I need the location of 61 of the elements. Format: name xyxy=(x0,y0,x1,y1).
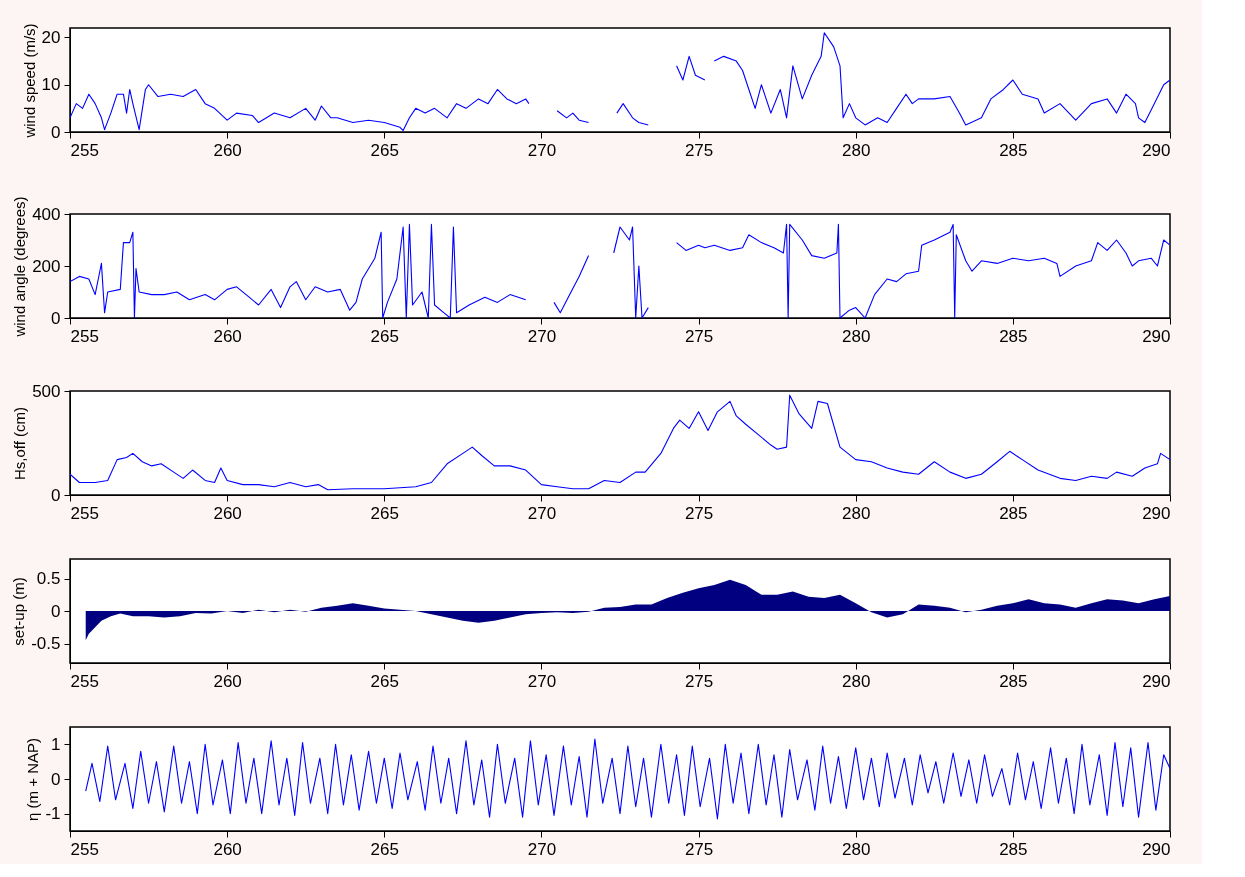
x-tick-label: 285 xyxy=(999,326,1028,346)
x-tick-label: 280 xyxy=(842,503,871,523)
x-tick-label: 285 xyxy=(999,671,1028,691)
x-tick-label: 270 xyxy=(527,503,557,523)
x-tick-label: 265 xyxy=(370,140,399,160)
x-tick-label: 260 xyxy=(213,671,242,691)
x-tick-label: 260 xyxy=(213,326,242,346)
x-tick-label: 275 xyxy=(684,140,714,160)
y-tick-label: -1 xyxy=(45,804,61,824)
x-tick-label: 260 xyxy=(213,839,242,859)
x-tick-label: 265 xyxy=(370,839,399,859)
y-tick-label: 0.5 xyxy=(36,569,61,588)
y-tick-label: -0.5 xyxy=(31,634,61,653)
y-tick-label: 400 xyxy=(32,204,61,224)
x-tick-label: 265 xyxy=(370,671,399,691)
y-axis-title: wind speed (m/s) xyxy=(20,23,38,139)
y-tick-label: 20 xyxy=(41,27,61,47)
y-tick-label: 0 xyxy=(51,601,61,621)
x-tick-label: 275 xyxy=(684,503,714,523)
y-axis-title: Hs,off (cm) xyxy=(11,406,29,481)
x-tick-label: 285 xyxy=(999,140,1028,160)
x-tick-label: 290 xyxy=(1142,671,1171,691)
line-series xyxy=(85,738,1170,820)
x-tick-label: 270 xyxy=(527,140,557,160)
x-tick-label: 275 xyxy=(684,671,714,691)
x-tick-label: 265 xyxy=(370,503,399,523)
x-tick-label: 255 xyxy=(70,326,99,346)
y-tick-label: 0 xyxy=(51,769,61,789)
x-tick-label: 275 xyxy=(684,839,714,859)
y-axis-title: set-up (m) xyxy=(10,577,28,646)
x-tick-label: 290 xyxy=(1142,140,1171,160)
y-tick-label: 200 xyxy=(32,256,61,276)
y-axis-title: η (m + NAP) xyxy=(24,738,42,821)
x-tick-label: 285 xyxy=(999,839,1028,859)
x-tick-label: 265 xyxy=(370,326,399,346)
x-tick-label: 270 xyxy=(527,671,557,691)
x-tick-label: 270 xyxy=(527,326,557,346)
x-tick-label: 290 xyxy=(1142,839,1171,859)
y-axis-title: wind angle (degrees) xyxy=(11,196,29,338)
x-tick-label: 260 xyxy=(213,503,242,523)
x-tick-label: 280 xyxy=(842,326,871,346)
x-tick-label: 255 xyxy=(70,503,99,523)
x-tick-label: 255 xyxy=(70,671,99,691)
x-tick-label: 280 xyxy=(842,140,871,160)
x-tick-label: 270 xyxy=(527,839,557,859)
x-tick-label: 255 xyxy=(70,140,99,160)
line-series xyxy=(70,394,1170,491)
y-tick-label: 0 xyxy=(51,122,61,142)
x-tick-label: 275 xyxy=(684,326,714,346)
y-tick-label: 1 xyxy=(51,734,61,754)
y-tick-label: 0 xyxy=(51,308,61,328)
y-tick-label: 10 xyxy=(41,75,61,95)
y-tick-label: 0 xyxy=(51,485,61,505)
x-tick-label: 290 xyxy=(1142,326,1171,346)
x-tick-label: 280 xyxy=(842,671,871,691)
x-tick-label: 290 xyxy=(1142,503,1171,523)
x-tick-label: 285 xyxy=(999,503,1028,523)
x-tick-label: 260 xyxy=(213,140,242,160)
y-tick-label: 500 xyxy=(32,381,61,401)
x-tick-label: 255 xyxy=(70,839,99,859)
x-tick-label: 280 xyxy=(842,839,871,859)
